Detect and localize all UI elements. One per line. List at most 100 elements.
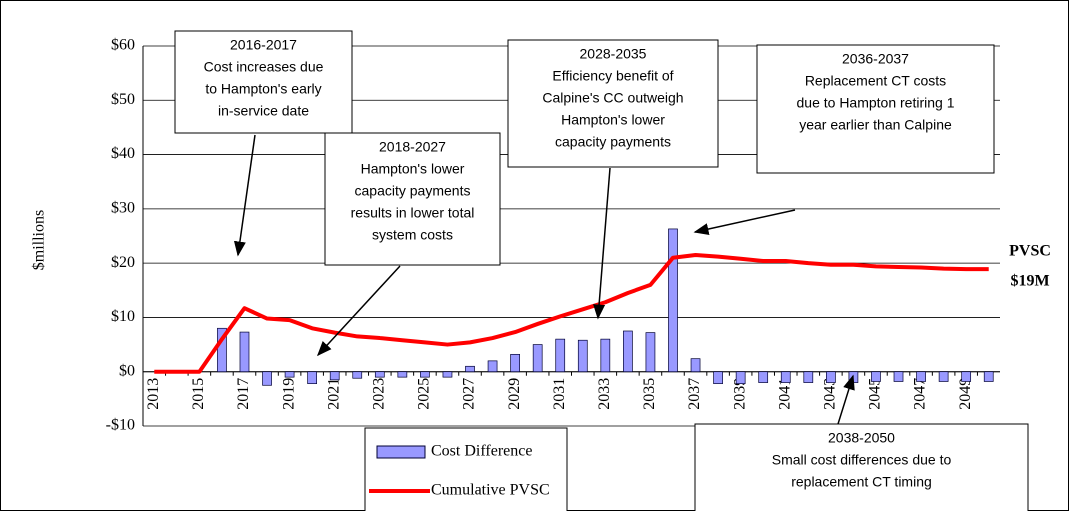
annotation-box	[694, 423, 1029, 511]
x-tick-label: 2049	[957, 378, 974, 410]
x-tick-label: 2021	[325, 378, 342, 410]
bar	[487, 360, 498, 373]
x-tick-label: 2019	[280, 378, 297, 410]
annotation-text: capacity payments	[355, 183, 471, 199]
annotation-text: in-service date	[218, 103, 309, 119]
bar	[938, 371, 949, 382]
bar	[645, 332, 656, 373]
bar	[983, 371, 994, 382]
annotation-text: results in lower total	[351, 205, 475, 221]
bar	[442, 371, 453, 378]
bar	[803, 371, 814, 383]
y-tick-label: $10	[111, 308, 135, 325]
bar	[780, 371, 791, 383]
annotation-text: replacement CT timing	[791, 474, 932, 490]
annotation-text: 2038-2050	[828, 430, 895, 446]
annotation-text: system costs	[372, 227, 453, 243]
x-tick-label: 2045	[867, 378, 884, 410]
y-tick-label: $40	[111, 145, 135, 162]
y-tick-label: -$10	[106, 417, 135, 434]
annotation-text: to Hampton's early	[205, 81, 321, 97]
end-label: PVSC	[1009, 243, 1051, 260]
bar	[871, 371, 881, 382]
annotation-text: year earlier than Calpine	[799, 117, 952, 133]
x-tick-label: 2013	[145, 378, 162, 410]
x-tick-label: 2039	[731, 378, 748, 410]
annotation-text: 2036-2037	[842, 51, 909, 67]
x-tick-label: 2047	[912, 378, 929, 410]
x-tick-label: 2015	[190, 378, 207, 410]
bar	[262, 371, 272, 386]
bar	[465, 365, 475, 373]
end-label: $19M	[1010, 273, 1049, 290]
annotation-box	[756, 44, 995, 174]
annotation-text: Efficiency benefit of	[552, 68, 673, 84]
x-tick-label: 2041	[776, 378, 793, 410]
bar	[577, 339, 588, 373]
legend-label: Cost Difference	[431, 443, 532, 460]
annotation-text: 2016-2017	[230, 37, 297, 53]
bar	[826, 371, 836, 383]
annotation-text: Replacement CT costs	[805, 73, 946, 89]
bar	[735, 371, 746, 385]
annotation-box	[324, 132, 501, 266]
annotation-box	[507, 39, 719, 168]
annotation-text: Hampton's lower	[561, 112, 665, 128]
bar	[690, 358, 701, 373]
x-tick-label: 2023	[370, 378, 387, 410]
bar	[374, 371, 385, 378]
x-tick-label: 2035	[641, 378, 658, 410]
legend-label: Cumulative PVSC	[431, 482, 550, 499]
annotation-arrow	[837, 374, 855, 425]
x-tick-label: 2037	[686, 378, 703, 410]
annotation-box	[174, 30, 353, 134]
line	[154, 253, 989, 374]
legend-swatch	[376, 445, 426, 459]
annotation-text: capacity payments	[555, 134, 671, 150]
bar	[916, 371, 926, 382]
bar	[420, 371, 430, 378]
annotation-text: due to Hampton retiring 1	[797, 95, 955, 111]
x-tick-label: 2027	[461, 378, 478, 410]
x-tick-label: 2033	[596, 378, 613, 410]
bar	[668, 228, 678, 373]
annotation-arrow	[233, 134, 256, 257]
bar	[758, 371, 769, 383]
annotation-text: 2028-2035	[580, 46, 647, 62]
x-tick-label: 2043	[822, 378, 839, 410]
bar	[713, 371, 723, 385]
x-tick-label: 2017	[235, 378, 252, 410]
x-tick-label: 2029	[506, 378, 523, 410]
y-tick-label: $20	[111, 254, 135, 271]
annotation-text: Hampton's lower	[361, 161, 465, 177]
annotation-arrow	[593, 167, 611, 320]
y-tick-label: $30	[111, 200, 135, 217]
bar	[239, 331, 250, 373]
bar	[600, 338, 611, 373]
bar	[397, 371, 408, 378]
bar	[329, 371, 340, 381]
annotation-text: Calpine's CC outweigh	[542, 90, 683, 106]
bar	[217, 327, 227, 373]
bar	[532, 344, 543, 373]
bar	[510, 353, 520, 373]
bar	[284, 371, 295, 378]
y-tick-label: $0	[119, 362, 135, 379]
annotation-text: Cost increases due	[204, 59, 324, 75]
bar	[352, 371, 363, 379]
y-tick-label: $50	[111, 91, 135, 108]
annotation-arrow	[693, 209, 796, 235]
bar	[893, 371, 904, 382]
bar	[623, 330, 633, 373]
annotation-text: Small cost differences due to	[772, 452, 952, 468]
bar	[961, 371, 972, 382]
bar	[307, 371, 317, 385]
y-axis-label: $millions	[31, 210, 48, 270]
x-tick-label: 2031	[551, 378, 568, 410]
annotation-text: 2018-2027	[379, 139, 446, 155]
x-tick-label: 2025	[416, 378, 433, 410]
legend-box	[364, 427, 568, 511]
y-tick-label: $60	[111, 37, 135, 54]
bar	[555, 338, 566, 373]
